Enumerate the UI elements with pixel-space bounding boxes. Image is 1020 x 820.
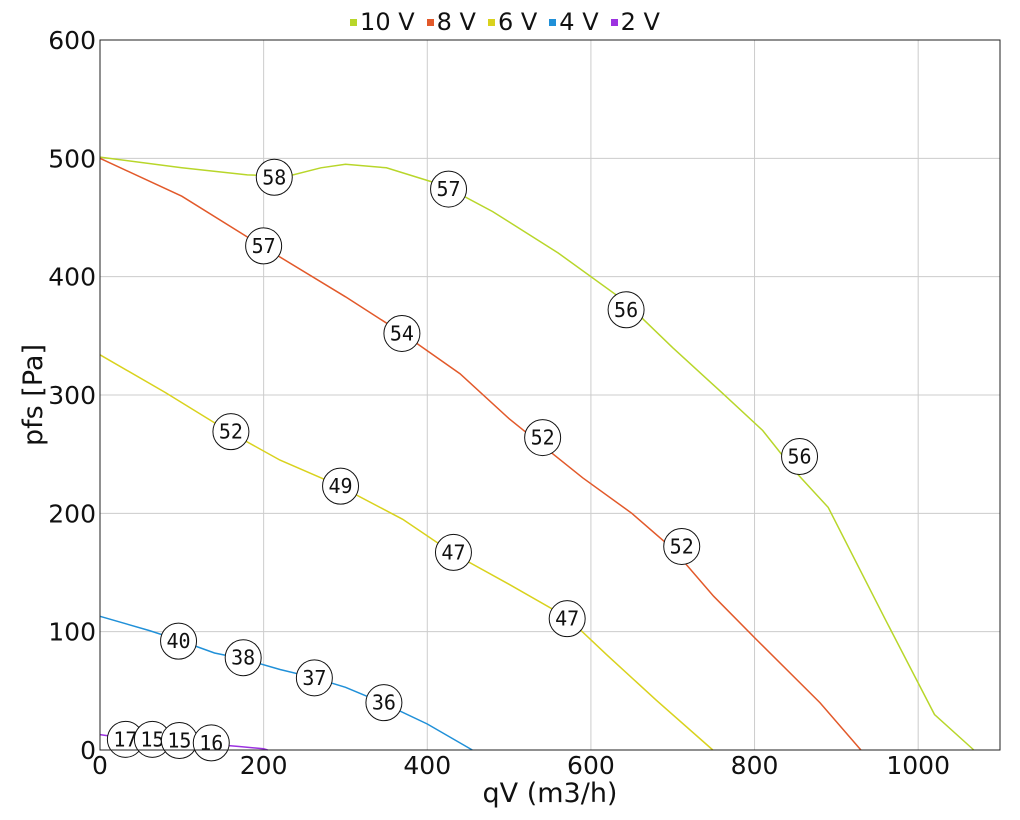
legend-item: 10 V (350, 8, 415, 36)
data-label-text: 15 (167, 729, 191, 753)
data-label-text: 56 (614, 298, 638, 322)
data-label-circle (548, 600, 586, 638)
data-label-circle (663, 527, 701, 565)
data-label-text: 56 (787, 445, 811, 469)
data-label: 15 (133, 720, 171, 758)
data-label-text: 47 (441, 540, 465, 564)
x-tick-label: 600 (567, 751, 615, 780)
data-label-text: 16 (199, 731, 223, 755)
y-tick-label: 600 (48, 26, 96, 55)
legend-item: 4 V (549, 8, 599, 36)
data-label-text: 52 (670, 534, 694, 558)
data-label-circle (607, 291, 645, 329)
y-tick-label: 100 (48, 618, 96, 647)
y-tick-label: 200 (48, 499, 96, 528)
legend-item: 6 V (487, 8, 538, 36)
data-label: 16 (192, 724, 230, 762)
data-label: 54 (383, 314, 421, 352)
data-label-circle (212, 413, 250, 451)
data-label-text: 36 (372, 691, 396, 715)
legend-swatch (610, 18, 618, 26)
data-label-circle (160, 622, 198, 660)
data-label-circle (430, 170, 468, 208)
x-tick-label: 400 (403, 751, 451, 780)
legend-label: 4 V (559, 8, 599, 36)
legend-label: 6 V (497, 8, 538, 36)
series-line-8v (99, 157, 862, 751)
data-label-text: 52 (531, 426, 555, 450)
data-label: 57 (245, 227, 283, 265)
y-tick-label: 300 (48, 381, 96, 410)
data-label-circle (224, 639, 262, 677)
data-label: 56 (607, 291, 645, 329)
data-label-circle (365, 684, 403, 722)
x-axis-label: qV (m3/h) (483, 778, 618, 809)
x-tick-label: 200 (240, 751, 288, 780)
legend-label: 8 V (436, 8, 476, 36)
y-tick-label: 500 (48, 144, 96, 173)
data-label-text: 17 (113, 727, 137, 751)
data-label: 38 (224, 639, 262, 677)
legend-swatch (549, 18, 557, 26)
data-label: 37 (295, 659, 333, 697)
data-label: 47 (434, 533, 472, 571)
x-tick-label: 1000 (886, 751, 950, 780)
data-label-circle (245, 227, 283, 265)
data-label-text: 38 (231, 646, 255, 670)
data-label-text: 57 (252, 234, 276, 258)
data-label-text: 49 (328, 474, 352, 498)
data-label-text: 58 (262, 165, 286, 189)
data-label: 47 (548, 600, 586, 638)
data-label-circle (192, 724, 230, 762)
data-label-circle (322, 467, 360, 505)
y-axis-label: pfs [Pa] (18, 344, 49, 446)
tick-labels: 0 200 400 600 800 1000 0 100 200 300 400 500 600 (48, 26, 950, 780)
data-label-text: 37 (302, 666, 326, 690)
series-line-6v (99, 354, 714, 751)
data-label: 40 (160, 622, 198, 660)
data-label: 49 (322, 467, 360, 505)
data-label-circle (781, 438, 819, 476)
data-label-circle (434, 533, 472, 571)
data-label: 52 (212, 413, 250, 451)
data-label-text: 47 (555, 607, 579, 631)
data-label-circle (383, 314, 421, 352)
x-tick-label: 0 (92, 751, 108, 780)
legend-label: 10 V (360, 8, 415, 36)
legend-label: 2 V (620, 8, 660, 36)
data-label: 52 (524, 419, 562, 457)
data-label: 15 (160, 722, 198, 760)
data-label: 36 (365, 684, 403, 722)
data-label-text: 52 (219, 420, 243, 444)
data-label-circle (295, 659, 333, 697)
legend-swatch (426, 18, 434, 26)
data-label: 58 (255, 158, 293, 196)
plot-frame (99, 39, 1001, 751)
y-tick-label: 0 (80, 736, 96, 765)
legend-swatch (350, 18, 358, 26)
data-label: 57 (430, 170, 468, 208)
x-tick-label: 800 (731, 751, 779, 780)
data-label: 56 (781, 438, 819, 476)
data-label-text: 57 (436, 177, 460, 201)
data-label-circle (255, 158, 293, 196)
data-label-text: 40 (166, 629, 190, 653)
data-label-circle (524, 419, 562, 457)
data-label: 52 (663, 527, 701, 565)
data-label-text: 54 (390, 321, 414, 345)
legend: 10 V 8 V 6 V 4 V 2 V (0, 8, 1010, 36)
legend-swatch (487, 18, 495, 26)
data-label-text: 15 (140, 727, 164, 751)
legend-item: 8 V (426, 8, 476, 36)
legend-item: 2 V (610, 8, 660, 36)
y-tick-label: 400 (48, 263, 96, 292)
